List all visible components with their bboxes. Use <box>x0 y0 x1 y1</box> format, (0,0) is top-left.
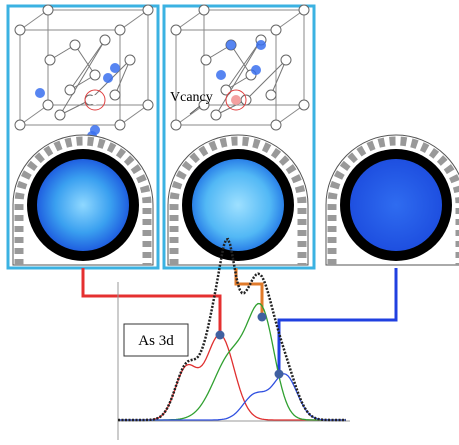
pattern <box>37 159 129 251</box>
atom <box>45 55 55 65</box>
vacancy <box>231 95 241 105</box>
dopant <box>110 63 120 73</box>
atom <box>65 85 75 95</box>
atom <box>125 55 135 65</box>
atom <box>43 5 53 15</box>
atom <box>70 40 80 50</box>
atom <box>201 55 211 65</box>
atom <box>171 25 181 35</box>
dopant <box>226 40 236 50</box>
atom <box>271 120 281 130</box>
pattern <box>350 159 442 251</box>
atom <box>171 120 181 130</box>
atom <box>110 90 120 100</box>
pattern <box>192 159 284 251</box>
fit-blue <box>118 374 346 420</box>
dopant <box>35 88 45 98</box>
atom <box>221 85 231 95</box>
atom <box>115 25 125 35</box>
atom <box>100 35 110 45</box>
atom <box>143 100 153 110</box>
marker <box>216 331 225 340</box>
vacancy <box>90 95 100 105</box>
atom <box>299 5 309 15</box>
marker <box>258 313 267 322</box>
atom <box>15 25 25 35</box>
figure: As 3d Vcancy <box>0 0 459 445</box>
marker <box>275 370 284 379</box>
dopant <box>216 70 226 80</box>
connector <box>236 268 262 316</box>
atom <box>143 5 153 15</box>
atom <box>299 100 309 110</box>
atom <box>281 55 291 65</box>
atom <box>271 25 281 35</box>
atom <box>43 100 53 110</box>
dopant <box>256 40 266 50</box>
atom <box>266 90 276 100</box>
atom <box>115 120 125 130</box>
atom <box>55 110 65 120</box>
spectrum-label: As 3d <box>138 333 174 349</box>
bond <box>271 60 286 95</box>
atom <box>199 5 209 15</box>
arrow <box>190 106 200 114</box>
atom <box>90 70 100 80</box>
dopant <box>251 65 261 75</box>
dopant <box>103 73 113 83</box>
atom <box>211 110 221 120</box>
atom <box>15 120 25 130</box>
vacancy-label: Vcancy <box>170 90 213 105</box>
connector <box>279 268 396 374</box>
